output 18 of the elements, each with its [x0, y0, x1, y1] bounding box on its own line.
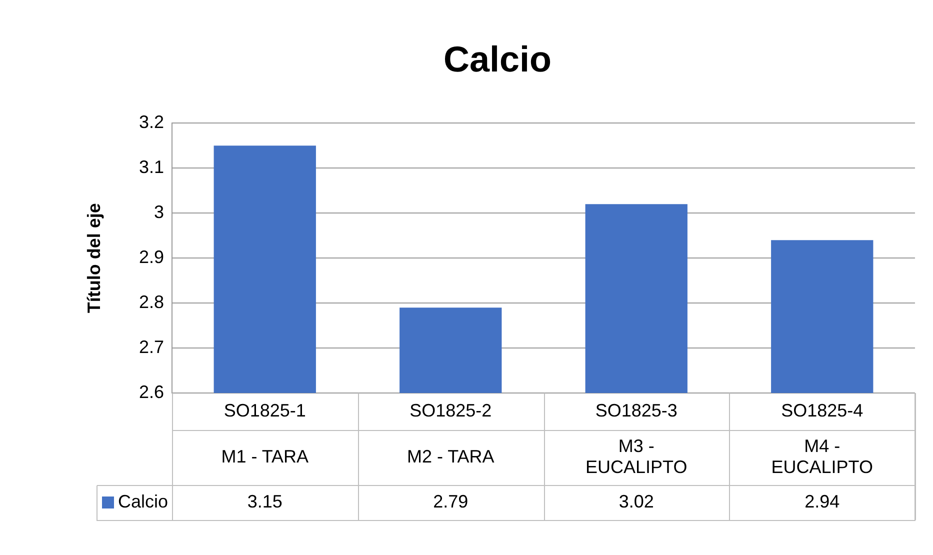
category-label: SO1825-2 M2 - TARA — [406, 400, 494, 466]
data-label: 3.15 — [247, 491, 282, 512]
legend-label: Calcio — [118, 491, 168, 512]
y-tick-label: 3 — [154, 202, 164, 222]
data-label: 3.02 — [618, 491, 654, 512]
y-tick-label: 3.2 — [138, 112, 164, 132]
y-tick-label: 2.6 — [138, 382, 164, 402]
y-tick-label: 2.7 — [138, 337, 164, 357]
chart-title: Calcio — [443, 38, 552, 80]
y-axis-title: Título del eje — [84, 203, 104, 314]
y-tick-label: 2.8 — [138, 292, 164, 312]
y-tick-label: 3.1 — [138, 157, 164, 178]
category-label: SO1825-1 M1 - TARA — [221, 400, 309, 466]
data-label: 2.79 — [433, 491, 468, 512]
x-tick-label: SO1825-3 M3 - EUCALIPTO — [586, 400, 688, 477]
x-tick-label: SO1825-4 M4 - EUCALIPTO — [771, 400, 873, 477]
y-tick-label: 2.9 — [138, 247, 164, 268]
data-label: 2.94 — [804, 491, 840, 512]
